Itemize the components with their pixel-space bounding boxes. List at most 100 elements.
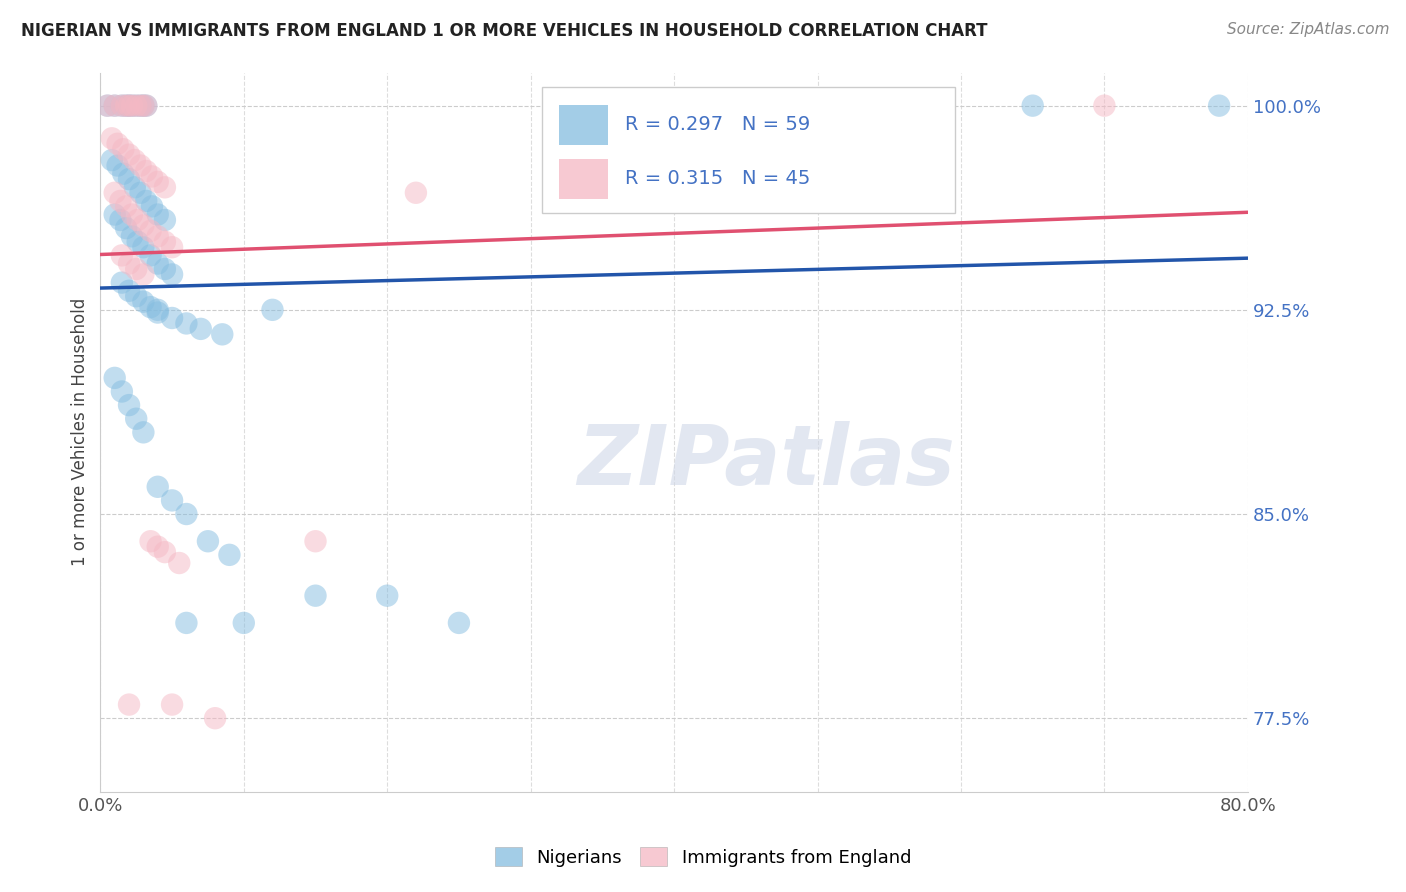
Point (129, 98, 152, 112)
Point (121, 208, 143, 222)
Point (124, 153, 146, 167)
Point (135, 164, 157, 178)
Point (118, 256, 141, 270)
Point (160, 268, 183, 282)
Y-axis label: 1 or more Vehicles in Household: 1 or more Vehicles in Household (72, 298, 89, 566)
Point (125, 98, 148, 112)
Point (160, 493, 183, 508)
Legend: Nigerians, Immigrants from England: Nigerians, Immigrants from England (488, 840, 918, 874)
Point (153, 545, 176, 559)
Point (634, 98, 657, 112)
Point (129, 186, 152, 200)
FancyBboxPatch shape (560, 105, 607, 145)
Point (141, 169, 163, 184)
Point (139, 224, 162, 238)
Point (104, 371, 127, 385)
Point (132, 268, 155, 282)
Point (146, 480, 169, 494)
Point (118, 147, 141, 161)
Point (121, 98, 143, 112)
Point (111, 384, 134, 399)
Text: ZIPatlas: ZIPatlas (576, 421, 955, 501)
Text: R = 0.297   N = 59: R = 0.297 N = 59 (624, 115, 810, 134)
Point (146, 256, 169, 270)
Point (132, 219, 155, 233)
Point (132, 240, 155, 254)
Point (118, 98, 141, 112)
Point (204, 711, 226, 725)
Point (167, 556, 190, 570)
Point (112, 142, 135, 156)
Point (153, 213, 176, 227)
Point (107, 136, 129, 151)
Point (125, 411, 148, 425)
Point (112, 167, 135, 181)
Point (104, 98, 127, 112)
Point (132, 98, 155, 112)
Point (110, 194, 132, 208)
Point (176, 317, 198, 331)
FancyBboxPatch shape (560, 160, 607, 199)
Point (96, 98, 118, 112)
Point (115, 221, 138, 235)
Point (139, 534, 162, 549)
Point (139, 300, 162, 314)
Point (118, 172, 141, 186)
Point (1092, 98, 1115, 112)
Point (111, 98, 134, 112)
Point (118, 398, 141, 412)
Point (447, 615, 470, 630)
Point (304, 589, 326, 603)
Point (146, 540, 169, 554)
Point (1208, 98, 1230, 112)
Point (591, 175, 613, 189)
Point (135, 98, 157, 112)
Point (139, 248, 162, 262)
Point (127, 213, 149, 227)
Point (125, 98, 148, 112)
Point (146, 302, 169, 317)
Point (111, 248, 134, 262)
Point (115, 199, 138, 213)
Point (211, 327, 233, 342)
Point (176, 507, 198, 521)
Point (101, 153, 124, 167)
Point (121, 98, 143, 112)
Point (132, 294, 155, 309)
Point (1021, 98, 1043, 112)
Point (153, 180, 176, 194)
Point (262, 302, 284, 317)
Point (146, 208, 169, 222)
Text: NIGERIAN VS IMMIGRANTS FROM ENGLAND 1 OR MORE VEHICLES IN HOUSEHOLD CORRELATION : NIGERIAN VS IMMIGRANTS FROM ENGLAND 1 OR… (21, 22, 987, 40)
Point (96, 98, 118, 112)
Point (197, 534, 219, 549)
Point (129, 98, 152, 112)
Point (135, 194, 157, 208)
Point (125, 262, 148, 277)
Point (176, 615, 198, 630)
Point (375, 589, 398, 603)
Point (132, 98, 155, 112)
Point (132, 425, 155, 440)
Point (153, 262, 176, 277)
Point (146, 229, 169, 244)
Point (218, 548, 240, 562)
Point (115, 98, 138, 112)
Text: Source: ZipAtlas.com: Source: ZipAtlas.com (1226, 22, 1389, 37)
Point (118, 698, 141, 712)
Text: R = 0.315   N = 45: R = 0.315 N = 45 (624, 169, 810, 188)
Point (124, 180, 146, 194)
Point (125, 289, 148, 303)
Point (153, 235, 176, 249)
Point (405, 186, 427, 200)
Point (104, 98, 127, 112)
FancyBboxPatch shape (543, 87, 955, 213)
Point (111, 98, 134, 112)
Point (121, 229, 143, 244)
Point (160, 698, 183, 712)
Point (304, 534, 326, 549)
Point (160, 310, 183, 325)
Point (118, 98, 141, 112)
Point (107, 159, 129, 173)
Point (104, 186, 127, 200)
